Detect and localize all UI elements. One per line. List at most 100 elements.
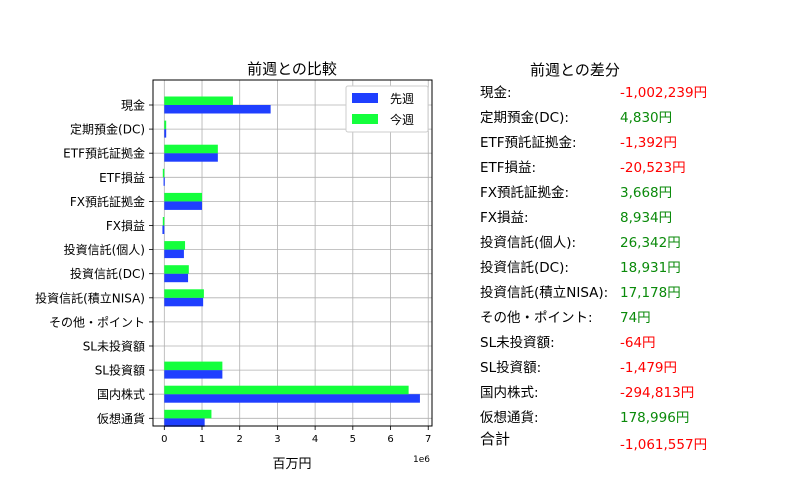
- bar-previous-week: [164, 370, 223, 379]
- x-tick-label: 3: [274, 434, 280, 445]
- x-tick-labels: 0 1 2 3 4 5 6 7: [161, 426, 431, 445]
- bar-previous-week: [163, 177, 165, 186]
- x-tick-label: 2: [237, 434, 243, 445]
- x-tick-label: 0: [161, 434, 167, 445]
- y-tick-label: ETF損益: [99, 170, 145, 185]
- diff-row: SL未投資額: -64円: [480, 331, 780, 351]
- legend-label-current: 今週: [390, 112, 414, 127]
- diff-row-value: 3,668円: [620, 185, 673, 201]
- bars: [162, 96, 420, 427]
- diff-row-label: FX預託証拠金:: [480, 185, 570, 201]
- x-tick-label: 4: [312, 434, 318, 445]
- bar-current-week: [164, 385, 409, 395]
- x-tick-label: 1: [199, 434, 205, 445]
- diff-row: ETF預託証拠金: -1,392円: [480, 131, 780, 151]
- x-scale-note: 1e6: [413, 455, 430, 465]
- bar-current-week: [164, 241, 186, 250]
- chart-title: 前週との比較: [247, 60, 337, 78]
- diff-row-label: 仮想通貨:: [480, 410, 539, 426]
- bar-current-week: [164, 96, 233, 105]
- diff-row-label: 国内株式:: [480, 385, 539, 401]
- diff-title: 前週との差分: [530, 61, 620, 79]
- diff-row-value: 18,931円: [620, 260, 681, 276]
- bar-previous-week: [164, 418, 205, 427]
- diff-row-label: 投資信託(個人):: [480, 235, 577, 251]
- bar-current-week: [162, 168, 165, 178]
- diff-row-label: FX損益:: [480, 210, 529, 226]
- bar-current-week: [164, 289, 204, 298]
- y-tick-label: SL未投資額: [83, 339, 145, 354]
- bar-previous-week: [164, 394, 420, 403]
- bar-current-week: [162, 217, 165, 226]
- diff-row-value: 74円: [620, 310, 651, 326]
- diff-row-value: 8,934円: [620, 210, 673, 226]
- diff-row: 定期預金(DC): 4,830円: [480, 106, 780, 126]
- y-tick-label: ETF預託証拠金: [63, 146, 145, 161]
- diff-row: 投資信託(個人): 26,342円: [480, 231, 780, 251]
- bar-previous-week: [164, 153, 218, 162]
- plot-frame: [152, 79, 433, 427]
- diff-row-label: ETF損益:: [480, 160, 537, 176]
- legend-label-previous: 先週: [390, 92, 414, 106]
- y-tick-label: 国内株式: [97, 387, 145, 402]
- total-value: -1,061,557円: [620, 437, 708, 453]
- diff-row: 仮想通貨: 178,996円: [480, 406, 780, 426]
- y-tick-label: FX損益: [106, 218, 145, 233]
- y-tick-label: FX預託証拠金: [70, 194, 145, 209]
- diff-row: その他・ポイント: 74円: [480, 306, 780, 326]
- diff-row-value: 4,830円: [620, 110, 673, 126]
- y-tick-label: SL投資額: [95, 363, 145, 378]
- diff-row: 国内株式: -294,813円: [480, 381, 780, 401]
- bar-current-week: [164, 120, 167, 130]
- x-axis-label: 百万円: [272, 457, 311, 472]
- diff-row-value: 17,178円: [620, 285, 681, 301]
- bar-current-week: [164, 192, 203, 202]
- diff-row: 投資信託(積立NISA): 17,178円: [480, 281, 780, 301]
- diff-row-value: 178,996円: [620, 410, 690, 426]
- legend: 先週 今週: [345, 85, 429, 133]
- bar-previous-week: [162, 225, 165, 234]
- diff-row-value: -64円: [620, 335, 656, 351]
- diff-row-value: -1,392円: [620, 135, 678, 151]
- x-tick-label: 7: [425, 434, 431, 445]
- y-tick-label: その他・ポイント: [49, 315, 145, 329]
- total-label: 合計: [480, 430, 511, 448]
- diff-row: ETF損益: -20,523円: [480, 156, 780, 176]
- bar-current-week: [164, 265, 189, 274]
- x-tick-label: 5: [350, 434, 356, 445]
- y-tick-label: 投資信託(個人): [64, 242, 145, 257]
- legend-swatch-previous: [352, 93, 378, 103]
- diff-row-label: 投資信託(DC):: [480, 260, 569, 276]
- bar-current-week: [164, 361, 223, 371]
- bar-previous-week: [164, 129, 167, 138]
- diff-row: FX預託証拠金: 3,668円: [480, 181, 780, 201]
- diff-row-value: -1,002,239円: [620, 85, 708, 101]
- diff-row-label: ETF預託証拠金:: [480, 135, 577, 151]
- diff-row-label: 現金:: [480, 85, 512, 101]
- bar-current-week: [164, 409, 212, 419]
- y-tick-label: 投資信託(積立NISA): [35, 290, 145, 305]
- y-tick-label: 投資信託(DC): [70, 266, 145, 281]
- bar-previous-week: [164, 249, 184, 259]
- bar-previous-week: [164, 297, 204, 307]
- diff-row-value: 26,342円: [620, 235, 681, 251]
- diff-row-value: -20,523円: [620, 160, 686, 176]
- diff-row-label: SL投資額:: [480, 360, 542, 376]
- y-tick-label: 現金: [121, 98, 145, 113]
- x-tick-label: 6: [387, 434, 393, 445]
- diff-row: 現金: -1,002,239円: [480, 81, 780, 101]
- diff-row: SL投資額: -1,479円: [480, 356, 780, 376]
- diff-row-label: 投資信託(積立NISA):: [480, 285, 609, 301]
- diff-row-label: 定期預金(DC):: [480, 110, 569, 126]
- legend-frame: [345, 85, 429, 133]
- bar-previous-week: [164, 105, 271, 114]
- diff-row-value: -1,479円: [620, 360, 678, 376]
- bar-previous-week: [164, 201, 203, 210]
- diff-row: FX損益: 8,934円: [480, 206, 780, 226]
- diff-row-label: SL未投資額:: [480, 335, 555, 351]
- diff-row-label: その他・ポイント:: [480, 310, 593, 326]
- diff-row-value: -294,813円: [620, 385, 695, 401]
- bar-current-week: [164, 144, 218, 154]
